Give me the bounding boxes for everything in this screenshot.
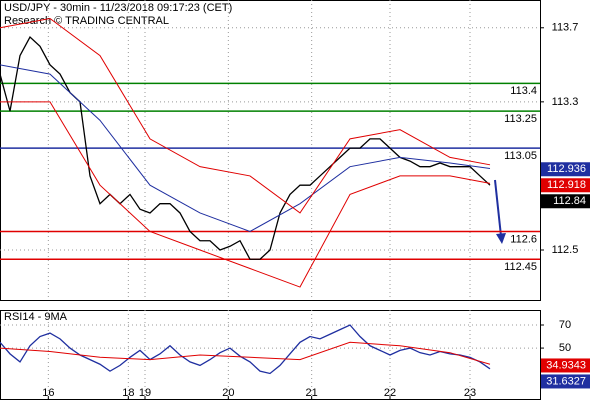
price-tag-label: 31.6327 xyxy=(546,375,586,387)
level-label: 113.25 xyxy=(504,113,537,125)
series-line xyxy=(0,35,491,260)
x-tick-label: 16 xyxy=(42,387,54,399)
x-tick-label: 23 xyxy=(464,387,476,399)
series-line xyxy=(0,64,491,233)
series-line xyxy=(0,341,491,365)
x-tick-label: 18 xyxy=(122,387,134,399)
forecast-arrow xyxy=(494,179,502,237)
x-tick-label: 20 xyxy=(222,387,234,399)
rsi-title: RSI14 - 9MA xyxy=(4,311,68,323)
price-panel xyxy=(0,0,541,301)
level-label: 112.45 xyxy=(504,261,537,273)
series-line xyxy=(0,17,491,214)
x-tick-label: 19 xyxy=(139,387,151,399)
price-tag xyxy=(541,162,590,177)
series-line xyxy=(0,101,491,288)
price-tag xyxy=(541,358,590,373)
price-tag-label: 112.84 xyxy=(553,195,586,207)
price-tag xyxy=(541,178,590,193)
price-tag-label: 112.918 xyxy=(547,179,586,191)
chart-subtitle: Research © TRADING CENTRAL xyxy=(4,15,169,27)
forecast-arrow-head xyxy=(496,233,506,244)
series-line xyxy=(0,324,491,375)
y-tick-label: 50 xyxy=(559,342,571,354)
price-tag xyxy=(541,194,590,209)
price-tag xyxy=(541,374,590,389)
y-tick-label: 112.5 xyxy=(552,244,579,256)
price-tag-label: 112.936 xyxy=(547,163,586,175)
y-tick-label: 113.3 xyxy=(552,96,579,108)
level-label: 113.05 xyxy=(504,150,537,162)
chart-title: USD/JPY - 30min - 11/23/2018 09:17:23 (C… xyxy=(4,2,232,14)
x-tick-label: 22 xyxy=(384,387,396,399)
x-tick-label: 21 xyxy=(306,387,318,399)
price-tag-label: 34.9343 xyxy=(546,359,586,371)
y-tick-label: 113.7 xyxy=(552,22,579,34)
level-label: 113.4 xyxy=(510,85,537,97)
y-tick-label: 70 xyxy=(559,319,571,331)
level-label: 112.6 xyxy=(510,233,537,245)
